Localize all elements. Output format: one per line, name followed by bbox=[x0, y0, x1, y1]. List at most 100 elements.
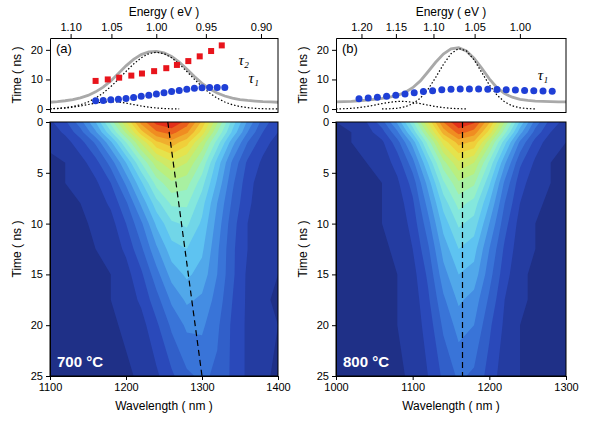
tick-mark bbox=[433, 34, 434, 38]
tick-label: 10 bbox=[31, 73, 43, 85]
tick-label: 10 bbox=[31, 218, 43, 230]
tick-mark bbox=[413, 376, 414, 380]
point bbox=[540, 87, 547, 94]
tick-mark bbox=[126, 376, 127, 380]
tick: 1400 bbox=[266, 376, 290, 393]
plot-background bbox=[50, 38, 278, 112]
tick-label: 10 bbox=[317, 218, 329, 230]
tick-mark bbox=[332, 325, 336, 326]
tick-mark bbox=[396, 34, 397, 38]
x2-axis-line bbox=[51, 38, 278, 39]
tick-label: 1.05 bbox=[464, 21, 485, 33]
tick-label: 20 bbox=[31, 319, 43, 331]
tick-label: 1.15 bbox=[386, 21, 407, 33]
point bbox=[503, 86, 510, 93]
tick: 1.00 bbox=[146, 21, 167, 38]
point bbox=[494, 86, 501, 93]
panel-heatmap: 05101520251100120013001400Wavelength ( n… bbox=[10, 116, 291, 413]
x-axis-line bbox=[337, 112, 567, 113]
contour-band bbox=[118, 122, 218, 181]
tick-mark bbox=[361, 34, 362, 38]
point bbox=[365, 95, 372, 102]
tick-label: 20 bbox=[317, 319, 329, 331]
tick-mark bbox=[71, 34, 72, 38]
tick: 1100 bbox=[401, 376, 425, 393]
point bbox=[151, 68, 157, 74]
panel-top: 010201.201.151.101.051.00Energy ( eV )Ti… bbox=[296, 5, 566, 115]
x2-axis: 1.10 1.05 1.00 0.95 0.90 bbox=[51, 21, 278, 39]
tick-mark bbox=[261, 34, 262, 38]
tick: 1200 bbox=[478, 376, 502, 393]
contour-band bbox=[336, 122, 566, 376]
tick-label: 5 bbox=[323, 167, 329, 179]
point bbox=[466, 85, 473, 92]
point bbox=[116, 75, 122, 81]
frame-right bbox=[278, 38, 279, 112]
point bbox=[457, 85, 464, 92]
point bbox=[100, 97, 107, 104]
contour-band bbox=[67, 122, 269, 376]
tick-mark bbox=[111, 34, 112, 38]
tick: 0 bbox=[323, 103, 336, 115]
x-axis-title: Wavelength ( nm ) bbox=[115, 399, 213, 413]
point bbox=[199, 84, 206, 91]
tick-mark bbox=[475, 34, 476, 38]
tick-mark bbox=[332, 122, 336, 123]
tick-label: 20 bbox=[317, 44, 329, 56]
point bbox=[139, 71, 145, 77]
tick: 1200 bbox=[114, 376, 138, 393]
x-axis: 1000110012001300 bbox=[324, 376, 578, 393]
tick-label: 0.90 bbox=[251, 21, 272, 33]
tick-label: 15 bbox=[31, 268, 43, 280]
curve bbox=[168, 122, 202, 376]
tick-mark bbox=[332, 224, 336, 225]
tick-mark bbox=[156, 34, 157, 38]
x-axis: 1100120013001400 bbox=[39, 376, 291, 393]
contour-band bbox=[100, 122, 236, 249]
tick-mark bbox=[332, 50, 336, 51]
y-axis-line bbox=[336, 39, 337, 113]
x2-axis-title: Energy ( eV ) bbox=[416, 5, 487, 19]
tick-label: 1.05 bbox=[101, 21, 122, 33]
tick: 0.95 bbox=[196, 21, 217, 38]
tick: 1000 bbox=[324, 376, 348, 393]
point bbox=[130, 94, 137, 101]
tick-label: 1.00 bbox=[510, 21, 531, 33]
contour-band bbox=[126, 122, 210, 161]
point bbox=[185, 58, 191, 64]
tick: 5 bbox=[37, 167, 50, 179]
point bbox=[92, 97, 99, 104]
tick: 1100 bbox=[39, 376, 63, 393]
y-axis-line bbox=[336, 123, 337, 377]
contour-band bbox=[109, 122, 226, 207]
point bbox=[206, 84, 213, 91]
panel-heatmap: 05101520251000110012001300Wavelength ( n… bbox=[296, 116, 579, 413]
point bbox=[197, 53, 203, 59]
panel-top: 010201.101.051.000.950.90Energy ( eV )Ti… bbox=[10, 5, 278, 115]
plot-background bbox=[336, 38, 566, 112]
annotation: τ₂ bbox=[239, 52, 250, 68]
tick: 15 bbox=[31, 268, 50, 280]
point bbox=[123, 95, 130, 102]
point bbox=[208, 48, 214, 54]
tick-label: 1100 bbox=[401, 381, 425, 393]
tick: 10 bbox=[317, 73, 336, 85]
annotation: 700 °C bbox=[57, 353, 103, 370]
y-axis-line bbox=[50, 39, 51, 113]
tick: 1.20 bbox=[351, 21, 372, 38]
tick-label: 1400 bbox=[266, 381, 290, 393]
tick-label: 1200 bbox=[478, 381, 502, 393]
contour-band bbox=[376, 122, 547, 376]
tick: 20 bbox=[317, 319, 336, 331]
y-axis: 01020 bbox=[31, 39, 51, 116]
x-axis-line bbox=[337, 376, 567, 377]
point bbox=[128, 73, 134, 79]
point bbox=[163, 65, 169, 71]
x-axis bbox=[51, 112, 279, 113]
tick-label: 1.10 bbox=[60, 21, 81, 33]
annotation: τ₁ bbox=[248, 70, 259, 86]
y-axis-title: Time ( ns ) bbox=[296, 221, 310, 278]
tick-label: 1.10 bbox=[423, 21, 444, 33]
tick: 1.05 bbox=[464, 21, 485, 38]
frame-right bbox=[566, 38, 567, 112]
